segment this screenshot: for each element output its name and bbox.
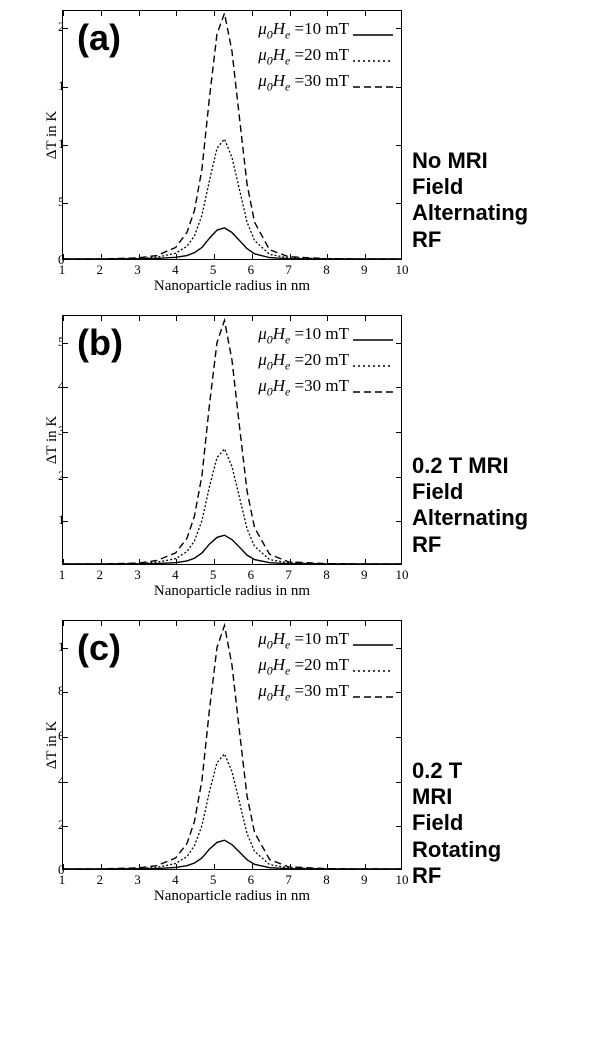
- legend-entry: μ0He =10 mT: [258, 17, 393, 43]
- panel-label: (c): [77, 627, 121, 669]
- side-caption-line: No MRI Field: [412, 148, 528, 201]
- chart-panel-b: ΔT in K1234567891012345(b)μ0He =10 mTμ0H…: [10, 315, 588, 600]
- x-axis-label: Nanoparticle radius in nm: [62, 278, 402, 295]
- side-caption-line: Rotating RF: [412, 837, 501, 890]
- x-axis-label: Nanoparticle radius in nm: [62, 888, 402, 905]
- x-tick-label: 3: [134, 872, 141, 888]
- x-tick-label: 9: [361, 567, 368, 583]
- chart-panel-a: ΔT in K1234567891005101520(a)μ0He =10 mT…: [10, 10, 588, 295]
- x-tick-label: 8: [323, 872, 330, 888]
- chart-panel-c: ΔT in K123456789100246810(c)μ0He =10 mTμ…: [10, 620, 588, 905]
- legend-entry: μ0He =20 mT: [258, 348, 393, 374]
- legend: μ0He =10 mTμ0He =20 mTμ0He =30 mT: [258, 627, 393, 705]
- legend: μ0He =10 mTμ0He =20 mTμ0He =30 mT: [258, 17, 393, 95]
- x-tick-label: 2: [97, 262, 104, 278]
- x-tick-label: 10: [396, 872, 409, 888]
- legend-entry: μ0He =10 mT: [258, 322, 393, 348]
- plot-area: (c) μ0He =10 mTμ0He =20 mTμ0He =30 mT: [62, 620, 402, 870]
- panel-label: (b): [77, 322, 123, 364]
- x-tick-label: 10: [396, 262, 409, 278]
- x-tick-label: 2: [97, 567, 104, 583]
- x-tick-label: 8: [323, 567, 330, 583]
- x-tick-label: 1: [59, 567, 66, 583]
- x-tick-label: 3: [134, 262, 141, 278]
- panel-label: (a): [77, 17, 121, 59]
- side-caption: 0.2 T MRI FieldAlternating RF: [412, 453, 528, 559]
- x-tick-label: 8: [323, 262, 330, 278]
- side-caption: 0.2 T MRI FieldRotating RF: [412, 758, 501, 890]
- series-10mT: [63, 228, 401, 259]
- x-tick-label: 3: [134, 567, 141, 583]
- legend-entry: μ0He =30 mT: [258, 374, 393, 400]
- series-20mT: [63, 754, 401, 869]
- side-caption: No MRI FieldAlternating RF: [412, 148, 528, 254]
- x-tick-label: 5: [210, 872, 217, 888]
- x-tick-label: 6: [248, 567, 255, 583]
- side-caption-line: 0.2 T MRI Field: [412, 453, 528, 506]
- plot-area: (a) μ0He =10 mTμ0He =20 mTμ0He =30 mT: [62, 10, 402, 260]
- side-caption-line: Alternating RF: [412, 200, 528, 253]
- x-tick-label: 7: [285, 567, 292, 583]
- series-20mT: [63, 449, 401, 564]
- x-tick-label: 5: [210, 262, 217, 278]
- x-tick-label: 7: [285, 872, 292, 888]
- x-tick-label: 4: [172, 872, 179, 888]
- x-tick-label: 7: [285, 262, 292, 278]
- legend-entry: μ0He =10 mT: [258, 627, 393, 653]
- x-tick-label: 10: [396, 567, 409, 583]
- legend-entry: μ0He =30 mT: [258, 69, 393, 95]
- series-20mT: [63, 139, 401, 259]
- x-axis-label: Nanoparticle radius in nm: [62, 583, 402, 600]
- plot-area: (b) μ0He =10 mTμ0He =20 mTμ0He =30 mT: [62, 315, 402, 565]
- x-tick-label: 6: [248, 262, 255, 278]
- x-tick-label: 2: [97, 872, 104, 888]
- x-tick-label: 4: [172, 262, 179, 278]
- series-10mT: [63, 840, 401, 869]
- series-10mT: [63, 535, 401, 564]
- legend-entry: μ0He =20 mT: [258, 43, 393, 69]
- x-tick-label: 4: [172, 567, 179, 583]
- legend-entry: μ0He =30 mT: [258, 679, 393, 705]
- side-caption-line: 0.2 T MRI Field: [412, 758, 501, 837]
- x-tick-label: 9: [361, 872, 368, 888]
- figure-root: ΔT in K1234567891005101520(a)μ0He =10 mT…: [10, 10, 588, 905]
- x-tick-label: 9: [361, 262, 368, 278]
- x-tick-label: 6: [248, 872, 255, 888]
- legend: μ0He =10 mTμ0He =20 mTμ0He =30 mT: [258, 322, 393, 400]
- x-tick-label: 5: [210, 567, 217, 583]
- legend-entry: μ0He =20 mT: [258, 653, 393, 679]
- side-caption-line: Alternating RF: [412, 505, 528, 558]
